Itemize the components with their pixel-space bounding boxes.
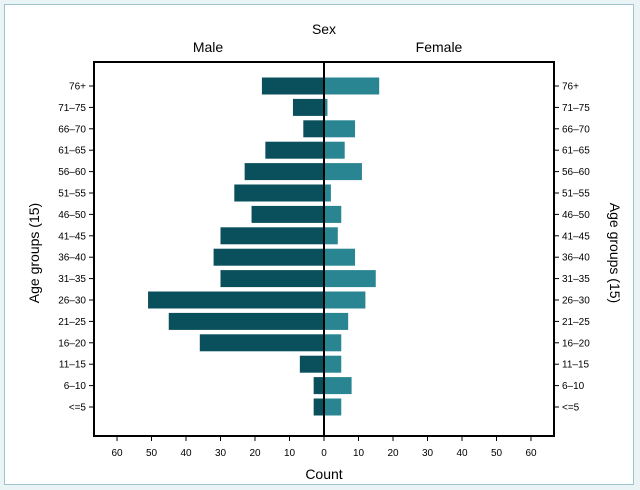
female-panel-header: Female (416, 39, 463, 55)
x-axis-label: Count (305, 466, 342, 482)
y-tick-label-right: 21–25 (562, 317, 590, 328)
y-tick-label-left: 11–15 (59, 360, 87, 371)
bar-male-16-20 (199, 334, 324, 352)
male-panel-header: Male (193, 39, 224, 55)
y-tick-label-left: 46–50 (58, 210, 86, 221)
y-tick-label-left: 31–35 (58, 274, 86, 285)
bar-female-26-30 (324, 291, 366, 309)
y-axis-label-left: Age groups (15) (26, 203, 42, 303)
bar-female-16-20 (324, 334, 342, 352)
y-tick-label-right: 11–15 (562, 360, 590, 371)
x-tick-label: 10 (353, 448, 365, 459)
bar-male-51-55 (234, 184, 324, 202)
bar-female-36-40 (324, 248, 356, 266)
x-tick-label: 60 (111, 448, 123, 459)
bar-female---5 (324, 398, 342, 416)
axes-group: <=5 <=5 6–10 6–10 11–15 11–15 16–20 16–20 21–25 2… (58, 61, 590, 459)
y-tick-label-left: 56–60 (58, 167, 86, 178)
y-tick-label-right: 16–20 (562, 338, 590, 349)
y-tick-label-left: 41–45 (58, 231, 86, 242)
bar-male-61-65 (265, 141, 324, 159)
chart-title: Sex (312, 21, 336, 37)
bar-female-51-55 (324, 184, 331, 202)
y-tick-label-right: 56–60 (562, 167, 590, 178)
y-tick-label-left: 66–70 (58, 124, 86, 135)
x-tick-label: 20 (387, 448, 399, 459)
bar-female-31-35 (324, 270, 376, 288)
x-tick-label: 40 (456, 448, 468, 459)
bar-female-66-70 (324, 120, 356, 138)
y-tick-label-left: 71–75 (58, 103, 86, 114)
bar-female-6-10 (324, 377, 352, 395)
bar-male-46-50 (251, 205, 324, 223)
y-tick-label-right: 6–10 (562, 381, 585, 392)
y-tick-label-right: <=5 (562, 403, 580, 414)
x-tick-label: 20 (249, 448, 261, 459)
y-tick-label-right: 66–70 (562, 124, 590, 135)
y-tick-label-left: 51–55 (58, 189, 86, 200)
y-tick-label-right: 46–50 (562, 210, 590, 221)
y-tick-label-left: 6–10 (64, 381, 87, 392)
y-tick-label-right: 36–40 (562, 253, 590, 264)
y-tick-label-left: 36–40 (58, 253, 86, 264)
bar-male-41-45 (220, 227, 324, 245)
bar-male-21-25 (168, 312, 324, 330)
x-tick-label: 0 (321, 448, 327, 459)
bar-female-41-45 (324, 227, 338, 245)
x-tick-label: 60 (525, 448, 537, 459)
y-tick-label-left: 26–30 (58, 296, 86, 307)
bar-male---5 (313, 398, 324, 416)
x-tick-label: 10 (284, 448, 296, 459)
bar-male-66-70 (303, 120, 324, 138)
bar-female-71-75 (324, 98, 328, 116)
bar-female-61-65 (324, 141, 345, 159)
y-tick-label-left: <=5 (69, 403, 87, 414)
y-tick-label-left: 16–20 (58, 338, 86, 349)
y-tick-label-left: 76+ (69, 82, 86, 93)
y-tick-label-right: 76+ (562, 82, 579, 93)
bar-female-76plus (324, 77, 380, 95)
bar-female-21-25 (324, 312, 349, 330)
bar-female-56-60 (324, 163, 362, 181)
y-axis-label-right: Age groups (15) (607, 203, 623, 303)
bar-male-76plus (261, 77, 324, 95)
x-tick-label: 50 (491, 448, 503, 459)
bar-male-56-60 (244, 163, 324, 181)
y-tick-label-right: 26–30 (562, 296, 590, 307)
y-tick-label-left: 61–65 (58, 146, 86, 157)
y-tick-label-right: 61–65 (562, 146, 590, 157)
y-tick-label-right: 71–75 (562, 103, 590, 114)
x-tick-label: 30 (422, 448, 434, 459)
y-tick-label-right: 51–55 (562, 189, 590, 200)
x-tick-label: 30 (215, 448, 227, 459)
population-pyramid-chart: Sex Male Female Age groups (15) Age grou… (26, 21, 623, 482)
bar-male-71-75 (292, 98, 324, 116)
bar-female-11-15 (324, 355, 342, 373)
bar-female-46-50 (324, 205, 342, 223)
bar-male-31-35 (220, 270, 324, 288)
y-tick-label-right: 41–45 (562, 231, 590, 242)
y-tick-label-left: 21–25 (58, 317, 86, 328)
bar-male-6-10 (313, 377, 324, 395)
y-tick-label-right: 31–35 (562, 274, 590, 285)
x-tick-label: 40 (180, 448, 192, 459)
bar-male-11-15 (299, 355, 324, 373)
chart-figure: Sex Male Female Age groups (15) Age grou… (4, 4, 634, 485)
x-tick-label: 50 (146, 448, 158, 459)
bar-male-36-40 (213, 248, 324, 266)
bars-group (148, 77, 380, 416)
bar-male-26-30 (148, 291, 324, 309)
